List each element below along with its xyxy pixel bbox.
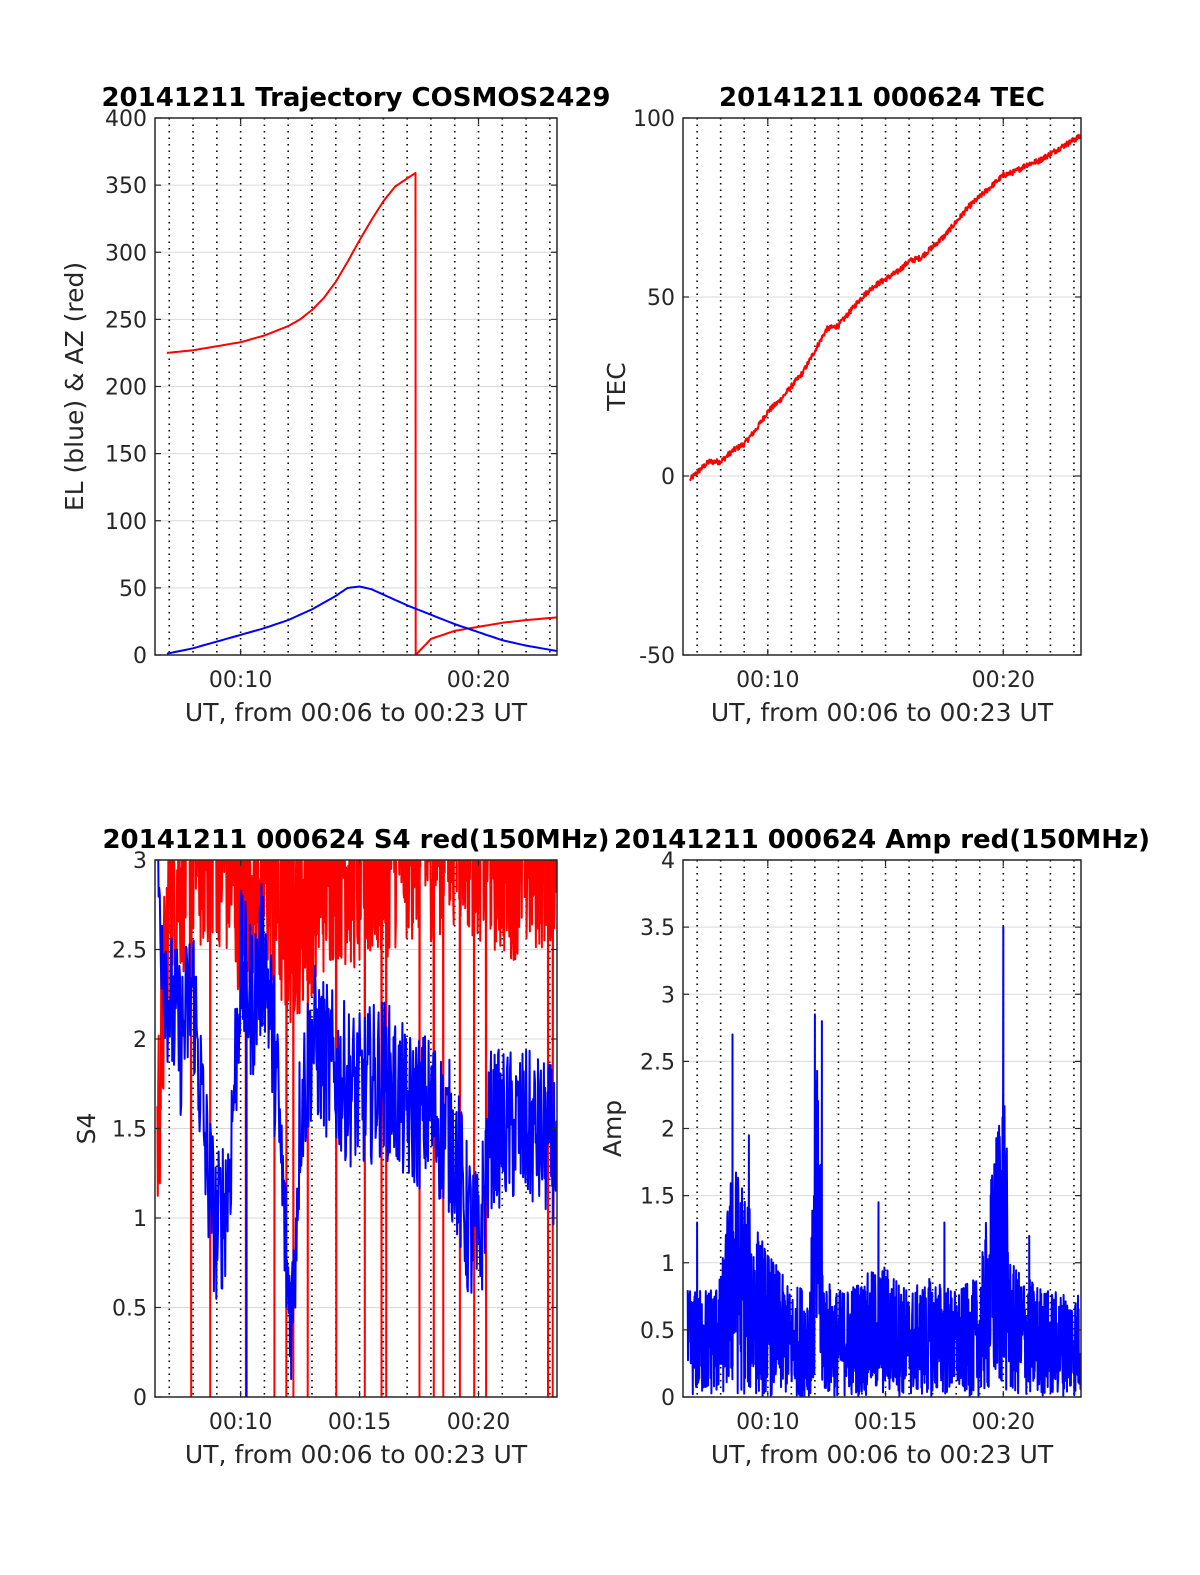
xtick-label: 00:20 bbox=[972, 1410, 1035, 1435]
ytick-label: 400 bbox=[105, 107, 147, 132]
ytick-label: 50 bbox=[647, 286, 675, 311]
ytick-label: 100 bbox=[105, 510, 147, 535]
chart-title: 20141211 000624 TEC bbox=[719, 83, 1045, 113]
plot-area bbox=[156, 860, 557, 1397]
ytick-label: 3.5 bbox=[640, 916, 675, 941]
y-axis-label: S4 bbox=[72, 1113, 101, 1145]
y-axis-label: EL (blue) & AZ (red) bbox=[60, 262, 89, 511]
axes-box bbox=[682, 117, 1082, 656]
y-axis-label: Amp bbox=[598, 1100, 627, 1157]
xtick-label: 00:10 bbox=[209, 668, 272, 693]
ytick-label: 350 bbox=[105, 174, 147, 199]
chart-amp: 0 0.5 1 1.5 2 2.5 3 3.5 4 00:10 00:15 00:20 20141211… bbox=[598, 825, 1150, 1469]
ytick-label: 1.5 bbox=[112, 1118, 147, 1143]
plot-area bbox=[166, 172, 557, 655]
ytick-label: 0 bbox=[133, 644, 147, 669]
ytick-label: 100 bbox=[633, 107, 675, 132]
ytick-label: 0 bbox=[133, 1386, 147, 1411]
chart-title: 20141211 000624 S4 red(150MHz) bbox=[102, 825, 609, 855]
ytick-label: 4 bbox=[661, 849, 675, 874]
ytick-label: 1 bbox=[661, 1252, 675, 1277]
xtick-label: 00:20 bbox=[447, 668, 510, 693]
ytick-label: 1 bbox=[133, 1207, 147, 1232]
x-axis-label: UT, from 00:06 to 00:23 UT bbox=[711, 698, 1054, 727]
ytick-label: 300 bbox=[105, 241, 147, 266]
series-line bbox=[166, 172, 557, 655]
ytick-label: 200 bbox=[105, 376, 147, 401]
ytick-label: 50 bbox=[119, 577, 147, 602]
ytick-label: 0.5 bbox=[112, 1297, 147, 1322]
ytick-label: 250 bbox=[105, 308, 147, 333]
series-line bbox=[686, 926, 1081, 1397]
chart-title: 20141211 000624 Amp red(150MHz) bbox=[614, 825, 1150, 855]
xtick-label: 00:20 bbox=[447, 1410, 510, 1435]
x-axis-label: UT, from 00:06 to 00:23 UT bbox=[185, 698, 528, 727]
ytick-label: 2.5 bbox=[640, 1050, 675, 1075]
ytick-label: -50 bbox=[639, 644, 675, 669]
y-axis-label: TEC bbox=[602, 362, 631, 412]
ytick-label: 3 bbox=[133, 849, 147, 874]
xtick-label: 00:15 bbox=[854, 1410, 917, 1435]
x-axis-label: UT, from 00:06 to 00:23 UT bbox=[711, 1440, 1054, 1469]
ytick-label: 0 bbox=[661, 1386, 675, 1411]
chart-title: 20141211 Trajectory COSMOS2429 bbox=[101, 83, 610, 113]
ytick-label: 2 bbox=[661, 1118, 675, 1143]
xtick-label: 00:20 bbox=[972, 668, 1035, 693]
ytick-label: 2 bbox=[133, 1028, 147, 1053]
series-line bbox=[157, 860, 557, 1397]
xtick-label: 00:10 bbox=[209, 1410, 272, 1435]
xtick-label: 00:15 bbox=[328, 1410, 391, 1435]
ytick-label: 2.5 bbox=[112, 939, 147, 964]
ytick-label: 3 bbox=[661, 983, 675, 1008]
chart-s4: 0 0.5 1 1.5 2 2.5 3 00:10 00:15 00:20 20141211 000… bbox=[72, 825, 610, 1469]
plot-area bbox=[689, 133, 1081, 482]
series-line bbox=[166, 585, 557, 655]
ytick-label: 150 bbox=[105, 443, 147, 468]
ytick-label: 0 bbox=[661, 465, 675, 490]
ytick-label: 0.5 bbox=[640, 1319, 675, 1344]
chart-tec: -50 0 50 100 00:10 00:20 20141211 000624 TEC UT… bbox=[602, 83, 1082, 727]
plot-area bbox=[686, 926, 1081, 1397]
xtick-label: 00:10 bbox=[736, 1410, 799, 1435]
ytick-label: 1.5 bbox=[640, 1185, 675, 1210]
series-line bbox=[689, 133, 1081, 482]
chart-trajectory: 0 50 100 150 200 250 300 350 400 00:10 00:20 201412… bbox=[60, 83, 611, 727]
xtick-label: 00:10 bbox=[736, 668, 799, 693]
x-axis-label: UT, from 00:06 to 00:23 UT bbox=[185, 1440, 528, 1469]
